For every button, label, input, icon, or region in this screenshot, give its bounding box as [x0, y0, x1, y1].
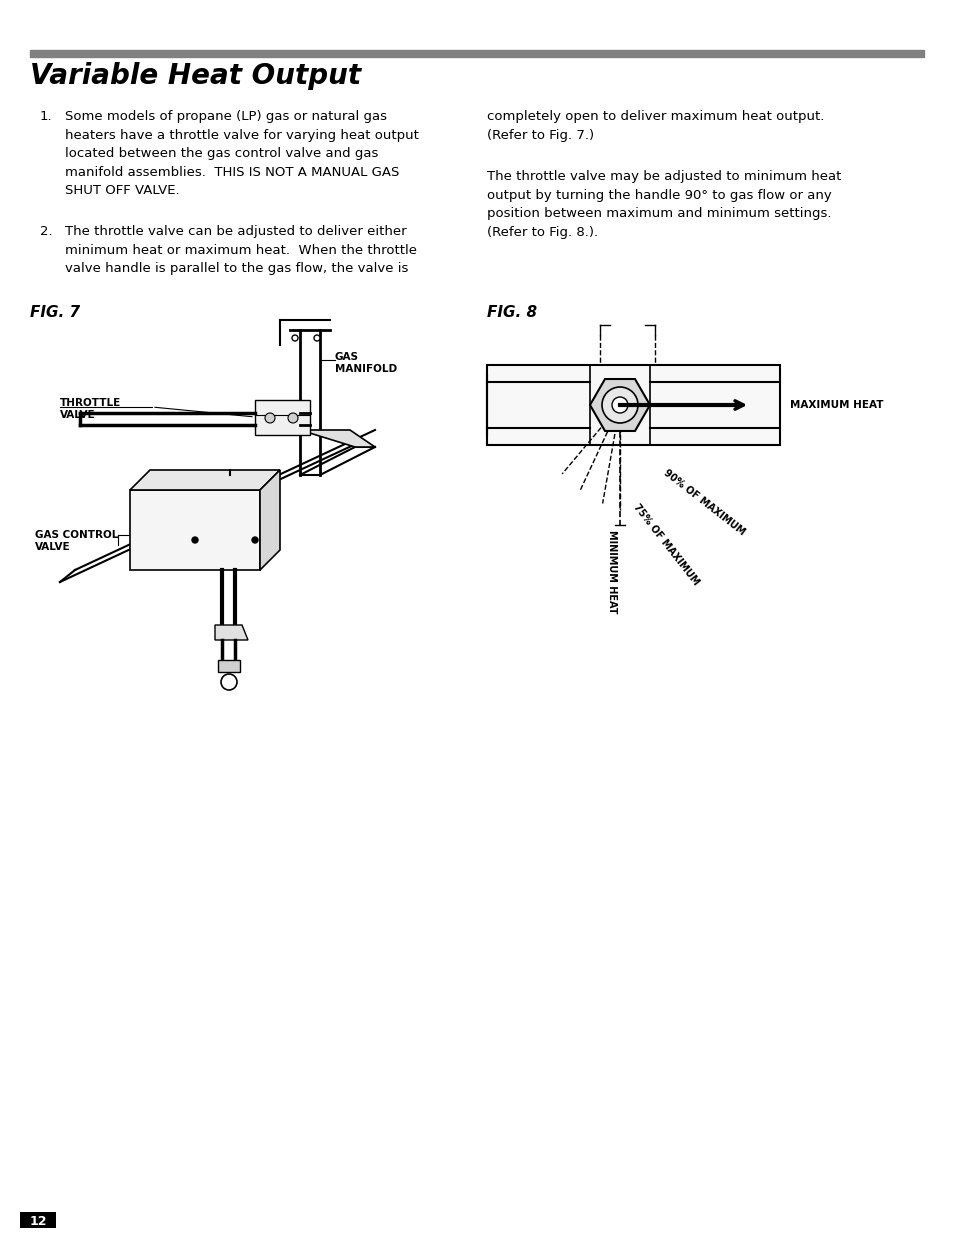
Text: FIG. 7: FIG. 7: [30, 305, 80, 320]
Text: THROTTLE
VALVE: THROTTLE VALVE: [60, 398, 121, 420]
Text: The throttle valve may be adjusted to minimum heat
output by turning the handle : The throttle valve may be adjusted to mi…: [486, 170, 841, 238]
Text: FIG. 8: FIG. 8: [486, 305, 537, 320]
Polygon shape: [254, 400, 310, 435]
Text: 2.: 2.: [40, 225, 52, 238]
Bar: [30, 49, 923, 57]
Text: 75% OF MAXIMUM: 75% OF MAXIMUM: [630, 501, 700, 587]
Text: MAXIMUM HEAT: MAXIMUM HEAT: [789, 400, 882, 410]
Text: The throttle valve can be adjusted to deliver either
minimum heat or maximum hea: The throttle valve can be adjusted to de…: [65, 225, 416, 275]
Polygon shape: [299, 430, 375, 447]
Polygon shape: [130, 490, 260, 571]
Text: Some models of propane (LP) gas or natural gas
heaters have a throttle valve for: Some models of propane (LP) gas or natur…: [65, 110, 418, 198]
Polygon shape: [260, 471, 280, 571]
Circle shape: [265, 412, 274, 424]
Text: 12: 12: [30, 1215, 47, 1229]
Bar: [20, 1212, 56, 1228]
Circle shape: [612, 396, 627, 412]
Circle shape: [288, 412, 297, 424]
Text: MINIMUM HEAT: MINIMUM HEAT: [606, 530, 617, 614]
Text: 1.: 1.: [40, 110, 52, 124]
Circle shape: [192, 537, 198, 543]
Polygon shape: [218, 659, 240, 672]
Text: GAS CONTROL
VALVE: GAS CONTROL VALVE: [35, 530, 118, 552]
Circle shape: [601, 387, 638, 424]
Polygon shape: [589, 379, 649, 431]
Text: GAS
MANIFOLD: GAS MANIFOLD: [335, 352, 396, 374]
Text: completely open to deliver maximum heat output.
(Refer to Fig. 7.): completely open to deliver maximum heat …: [486, 110, 823, 142]
Polygon shape: [214, 625, 248, 640]
Text: Variable Heat Output: Variable Heat Output: [30, 62, 361, 90]
Polygon shape: [130, 471, 280, 490]
Circle shape: [314, 335, 319, 341]
Text: 90% OF MAXIMUM: 90% OF MAXIMUM: [661, 468, 746, 537]
Bar: [486, 366, 780, 445]
Circle shape: [292, 335, 297, 341]
Circle shape: [221, 674, 236, 690]
Circle shape: [252, 537, 257, 543]
